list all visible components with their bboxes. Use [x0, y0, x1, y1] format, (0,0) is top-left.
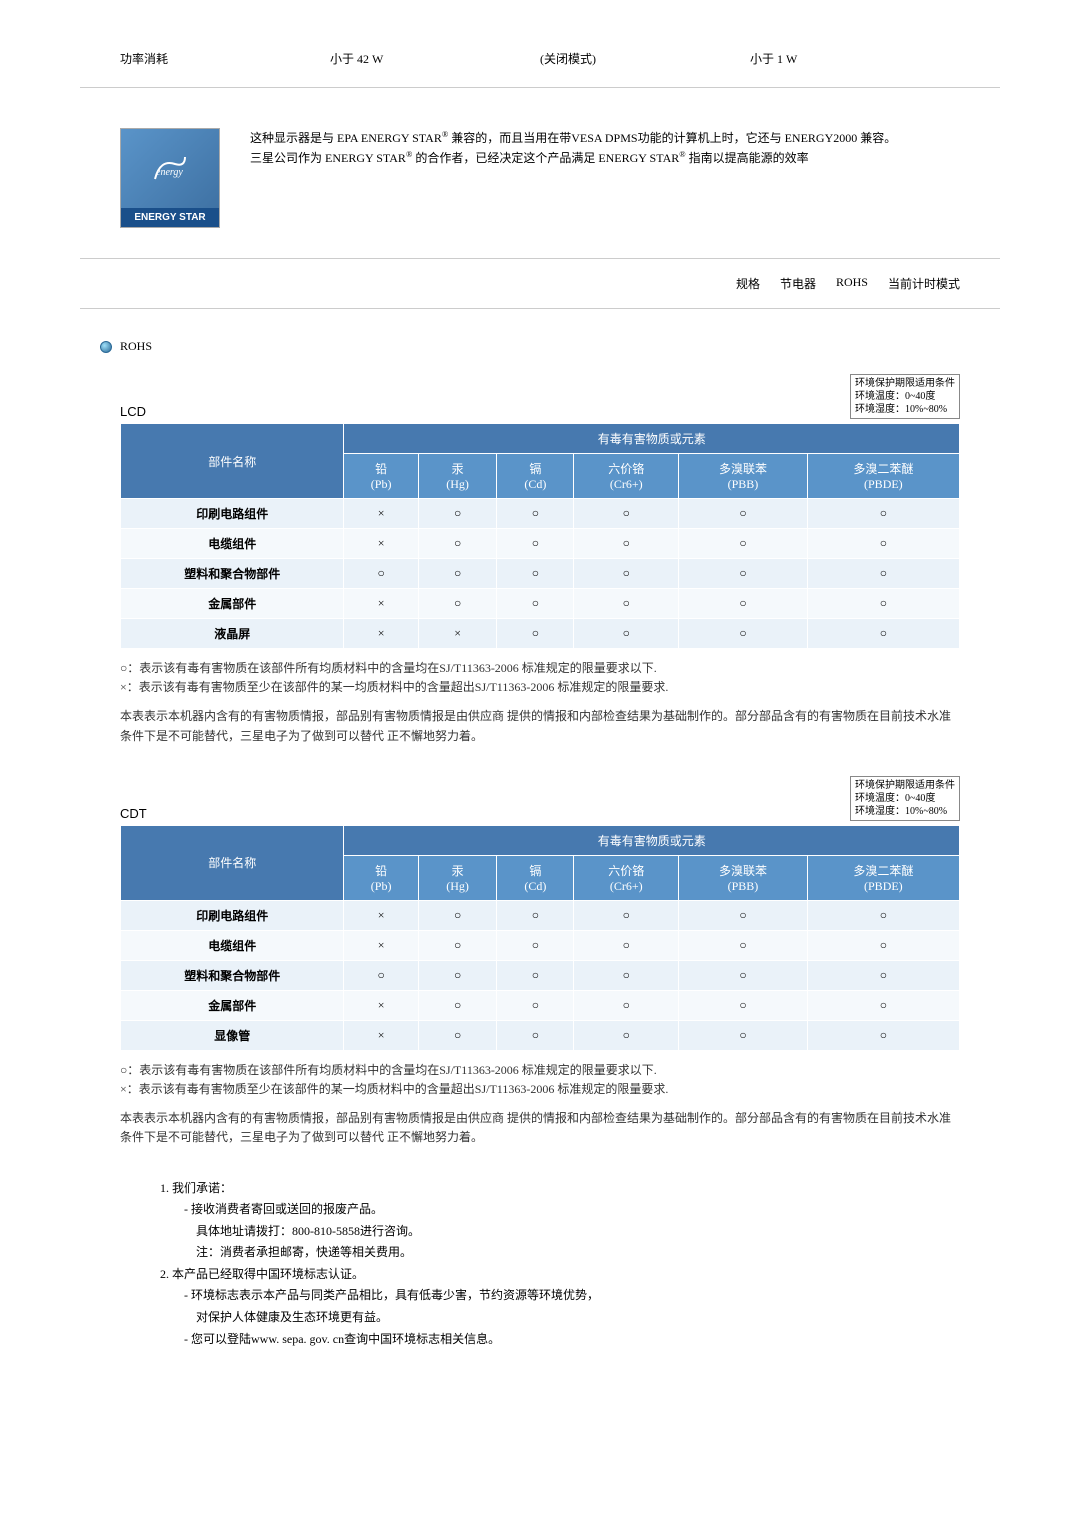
energy-text: 这种显示器是与 EPA ENERGY STAR® 兼容的，而且当用在带VESA …	[250, 128, 960, 228]
table-row: 显像管×○○○○○	[121, 1020, 960, 1050]
hdr-group: 有毒有害物质或元素	[344, 424, 960, 454]
lcd-table: 部件名称有毒有害物质或元素 铅(Pb) 汞(Hg) 镉(Cd) 六价铬(Cr6+…	[120, 423, 960, 649]
rohs-label: ROHS	[120, 339, 152, 354]
power-label: 功率消耗	[120, 50, 330, 67]
nav-rohs[interactable]: ROHS	[836, 275, 868, 292]
lcd-title: LCD	[120, 404, 146, 419]
table-row: 金属部件×○○○○○	[121, 589, 960, 619]
nav-timing[interactable]: 当前计时模式	[888, 275, 960, 292]
power-val2: (关闭模式)	[540, 50, 750, 67]
table-row: 塑料和聚合物部件○○○○○○	[121, 559, 960, 589]
rohs-section-title: ROHS	[100, 339, 1000, 354]
cdt-title: CDT	[120, 806, 147, 821]
table-row: 金属部件×○○○○○	[121, 990, 960, 1020]
cdt-table: 部件名称有毒有害物质或元素 铅(Pb) 汞(Hg) 镉(Cd) 六价铬(Cr6+…	[120, 825, 960, 1051]
nav-powersave[interactable]: 节电器	[780, 275, 816, 292]
nav-spec[interactable]: 规格	[736, 275, 760, 292]
power-val3: 小于 1 W	[750, 50, 960, 67]
nav-links: 规格 节电器 ROHS 当前计时模式	[80, 259, 1000, 309]
cdt-notes: ○：表示该有毒有害物质在该部件所有均质材料中的含量均在SJ/T11363-200…	[120, 1061, 960, 1148]
hdr-part: 部件名称	[121, 424, 344, 499]
table-row: 塑料和聚合物部件○○○○○○	[121, 960, 960, 990]
energy-star-logo: energy ENERGY STAR	[120, 128, 220, 228]
power-val1: 小于 42 W	[330, 50, 540, 67]
env-box-2: 环境保护期限适用条件环境温度：0~40度环境湿度：10%~80%	[850, 776, 960, 821]
energy-swirl-icon: energy	[150, 149, 190, 189]
env-box: 环境保护期限适用条件环境温度：0~40度环境湿度：10%~80%	[850, 374, 960, 419]
table-row: 印刷电路组件×○○○○○	[121, 499, 960, 529]
bullet-icon	[100, 341, 112, 353]
svg-text:energy: energy	[156, 167, 183, 178]
table-row: 印刷电路组件×○○○○○	[121, 900, 960, 930]
power-row: 功率消耗 小于 42 W (关闭模式) 小于 1 W	[80, 40, 1000, 88]
energy-logo-text: ENERGY STAR	[121, 208, 219, 227]
table-row: 电缆组件×○○○○○	[121, 529, 960, 559]
table-row: 液晶屏××○○○○	[121, 619, 960, 649]
table-row: 电缆组件×○○○○○	[121, 930, 960, 960]
commitment: 1. 我们承诺： - 接收消费者寄回或送回的报废产品。 具体地址请拨打：800-…	[160, 1178, 920, 1351]
lcd-notes: ○：表示该有毒有害物质在该部件所有均质材料中的含量均在SJ/T11363-200…	[120, 659, 960, 746]
energy-section: energy ENERGY STAR 这种显示器是与 EPA ENERGY ST…	[80, 128, 1000, 259]
